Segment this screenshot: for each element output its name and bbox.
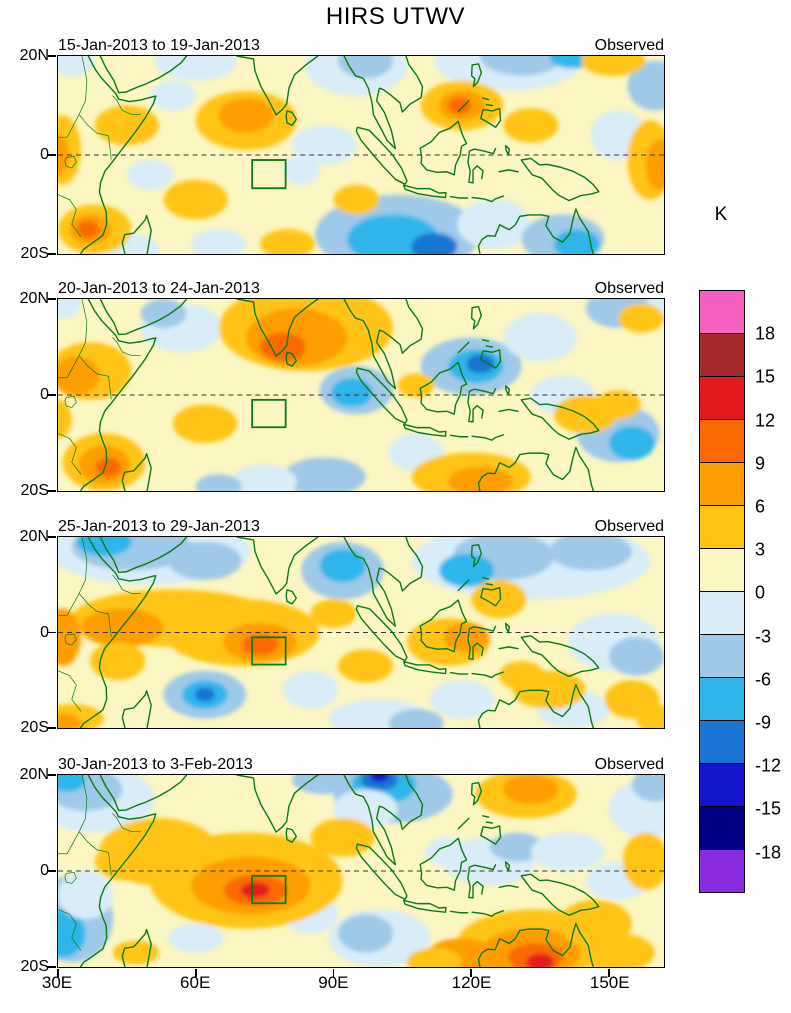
colorbar-swatch (700, 592, 744, 635)
panel-week1-source-label: Observed (594, 37, 664, 54)
panel-week3-header: 25-Jan-2013 to 29-Jan-2013 Observed (57, 514, 665, 536)
axis-tick (608, 968, 610, 977)
axis-tick (48, 966, 57, 968)
colorbar-swatch (700, 549, 744, 592)
colorbar-swatch (700, 635, 744, 678)
colorbar-tick-label: 18 (755, 323, 776, 344)
y-axis-label-20s: 20S (20, 482, 49, 499)
axis-tick (48, 631, 57, 634)
panel-week3-source-label: Observed (594, 518, 664, 535)
colorbar-tick-label: -12 (755, 755, 782, 776)
colorbar-swatches (699, 290, 745, 893)
colorbar-swatch (700, 807, 744, 850)
map-week4: 20N 0 20S (20, 767, 665, 977)
panel-week4: 30-Jan-2013 to 3-Feb-2013 Observed 20N 0… (20, 752, 665, 977)
y-axis-label-20s: 20S (20, 719, 49, 736)
panel-week2-source-label: Observed (594, 280, 664, 297)
map-canvas-week2 (58, 299, 664, 491)
colorbar-tick-label: -18 (755, 842, 782, 863)
colorbar-tick-label: 3 (755, 539, 766, 560)
axis-tick (48, 490, 57, 492)
colorbar-swatch (700, 377, 744, 420)
x-axis-label-120e: 120E (451, 973, 492, 992)
axis-tick (48, 727, 57, 729)
y-axis-label-20n: 20N (19, 528, 49, 545)
colorbar-swatch (700, 764, 744, 807)
panel-week3-date-range: 25-Jan-2013 to 29-Jan-2013 (58, 518, 260, 535)
y-axis-label-20n: 20N (19, 290, 49, 307)
map-canvas-week1 (58, 56, 664, 254)
panel-week4-header: 30-Jan-2013 to 3-Feb-2013 Observed (57, 752, 665, 774)
panel-week2-header: 20-Jan-2013 to 24-Jan-2013 Observed (57, 276, 665, 298)
colorbar-tick-label: 12 (755, 410, 776, 431)
panel-week1-header: 15-Jan-2013 to 19-Jan-2013 Observed (57, 33, 665, 55)
colorbar-tick-label: -3 (755, 626, 772, 647)
axis-tick (470, 968, 472, 977)
colorbar-tick-label: 0 (755, 582, 766, 603)
y-axis-label-0: 0 (40, 386, 49, 403)
axis-tick (194, 968, 197, 977)
axis-tick (48, 55, 57, 57)
map-week2: 20N 0 20S (20, 291, 665, 499)
figure-title: HIRS UTWV (325, 3, 466, 30)
y-axis-label-20n: 20N (19, 766, 49, 783)
colorbar-swatch (700, 334, 744, 377)
x-axis-label-90e: 90E (318, 973, 349, 992)
colorbar-tick-label: -9 (755, 712, 772, 733)
map-canvas-week3 (58, 537, 664, 728)
panel-week4-date-range: 30-Jan-2013 to 3-Feb-2013 (58, 756, 253, 773)
axis-tick (57, 968, 59, 977)
panel-week1-date-range: 15-Jan-2013 to 19-Jan-2013 (58, 37, 260, 54)
panel-week4-source-label: Observed (594, 756, 664, 773)
axis-tick (48, 253, 57, 255)
y-axis-label-0: 0 (40, 862, 49, 879)
colorbar-swatch (700, 721, 744, 764)
colorbar-swatch (700, 506, 744, 549)
colorbar-swatch (700, 420, 744, 463)
colorbar-tick-label: 15 (755, 366, 776, 387)
panel-week2-date-range: 20-Jan-2013 to 24-Jan-2013 (58, 280, 260, 297)
axis-tick (48, 298, 57, 300)
x-axis-label-150e: 150E (589, 973, 630, 992)
map-canvas-week4 (58, 775, 664, 967)
colorbar-swatch (700, 463, 744, 506)
panel-week2: 20-Jan-2013 to 24-Jan-2013 Observed 20N … (20, 276, 665, 499)
axis-tick (48, 536, 57, 538)
axis-tick (48, 870, 57, 872)
colorbar-unit-label: K (714, 204, 728, 225)
y-axis-label-0: 0 (40, 146, 49, 163)
colorbar-tick-label: -15 (755, 798, 782, 819)
colorbar: K 18 15 12 9 6 3 0 -3 -6 -9 -12 -15 -18 (699, 204, 791, 893)
colorbar-tick-label: -6 (755, 669, 772, 690)
axis-tick (48, 394, 57, 396)
y-axis-label-0: 0 (40, 623, 49, 641)
x-axis-label-60e: 60E (180, 973, 211, 992)
y-axis-label-20n: 20N (19, 47, 49, 64)
colorbar-tick-label: 9 (755, 453, 766, 474)
panel-week1: 15-Jan-2013 to 19-Jan-2013 Observed 20N … (20, 33, 665, 262)
colorbar-tick-label: 6 (755, 496, 766, 517)
axis-tick (48, 154, 57, 156)
panel-week3: 25-Jan-2013 to 29-Jan-2013 Observed 20N … (20, 514, 665, 736)
x-axis: 30E 60E 90E 120E 150E (42, 973, 665, 995)
y-axis-label-20s: 20S (20, 958, 49, 975)
x-axis-label-30e: 30E (41, 973, 73, 992)
colorbar-swatch (700, 678, 744, 721)
axis-tick (332, 968, 335, 977)
colorbar-swatch (700, 850, 744, 892)
y-axis-label-20s: 20S (20, 245, 49, 262)
colorbar-swatch (700, 291, 744, 334)
map-week3: 20N 0 20S (20, 529, 665, 736)
map-week1: 20N 0 20S (20, 48, 665, 262)
axis-tick (48, 774, 57, 776)
